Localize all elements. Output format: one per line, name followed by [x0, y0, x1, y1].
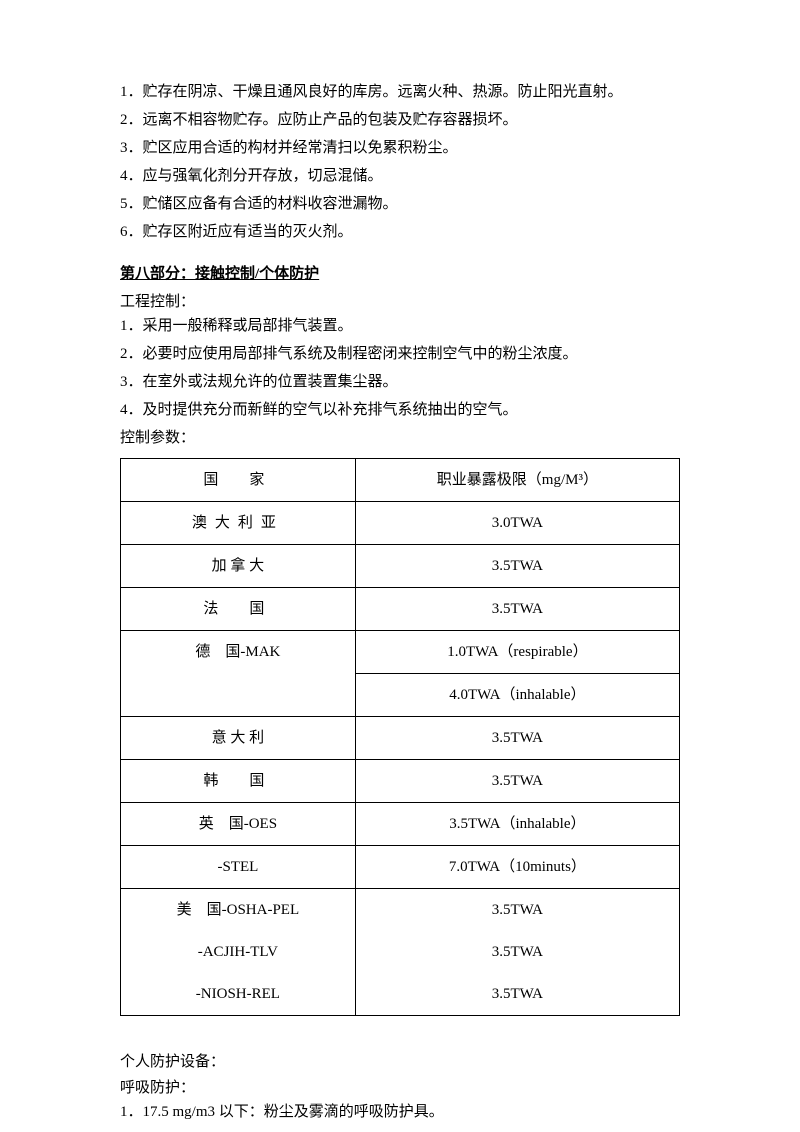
- value-cell: 7.0TWA（10minuts）: [355, 846, 679, 889]
- country-header: 国 家: [121, 459, 356, 502]
- country-cell: 美 国-OSHA-PEL: [121, 889, 356, 932]
- value-cell: 3.5TWA: [355, 588, 679, 631]
- section-8-title: 第八部分：接触控制/个体防护: [120, 262, 680, 286]
- eng-item: 3．在室外或法规允许的位置装置集尘器。: [120, 370, 680, 394]
- value-cell: 3.5TWA: [355, 760, 679, 803]
- storage-item: 3．贮区应用合适的构材并经常清扫以免累积粉尘。: [120, 136, 680, 160]
- country-cell: -STEL: [121, 846, 356, 889]
- country-cell: 加 拿 大: [121, 545, 356, 588]
- country-cell: 德 国-MAK: [121, 631, 356, 717]
- table-row: 加 拿 大 3.5TWA: [121, 545, 680, 588]
- storage-item: 2．远离不相容物贮存。应防止产品的包装及贮存容器损坏。: [120, 108, 680, 132]
- engineering-control-label: 工程控制：: [120, 290, 680, 314]
- eng-item: 1．采用一般稀释或局部排气装置。: [120, 314, 680, 338]
- value-cell: 3.5TWA: [355, 545, 679, 588]
- table-header-row: 国 家 职业暴露极限（mg/M³）: [121, 459, 680, 502]
- table-row: 韩 国 3.5TWA: [121, 760, 680, 803]
- storage-item: 1．贮存在阴凉、干燥且通风良好的库房。远离火种、热源。防止阳光直射。: [120, 80, 680, 104]
- country-cell: 韩 国: [121, 760, 356, 803]
- ppe-label: 个人防护设备：: [120, 1050, 680, 1074]
- value-cell: 3.5TWA: [355, 973, 679, 1016]
- country-cell: -NIOSH-REL: [121, 973, 356, 1016]
- value-cell: 3.5TWA（inhalable）: [355, 803, 679, 846]
- eng-item: 2．必要时应使用局部排气系统及制程密闭来控制空气中的粉尘浓度。: [120, 342, 680, 366]
- resp-item: 1．17.5 mg/m3 以下：粉尘及雾滴的呼吸防护具。: [120, 1100, 680, 1124]
- country-cell: 意 大 利: [121, 717, 356, 760]
- table-row: 法 国 3.5TWA: [121, 588, 680, 631]
- storage-item: 4．应与强氧化剂分开存放，切忌混储。: [120, 164, 680, 188]
- country-cell: -ACJIH-TLV: [121, 931, 356, 973]
- table-row: -ACJIH-TLV 3.5TWA: [121, 931, 680, 973]
- limit-header: 职业暴露极限（mg/M³）: [355, 459, 679, 502]
- country-cell: 法 国: [121, 588, 356, 631]
- value-cell: 3.5TWA: [355, 717, 679, 760]
- table-row: 德 国-MAK 1.0TWA（respirable）: [121, 631, 680, 674]
- exposure-limits-table: 国 家 职业暴露极限（mg/M³） 澳大利亚 3.0TWA 加 拿 大 3.5T…: [120, 458, 680, 1016]
- value-cell: 1.0TWA（respirable）: [355, 631, 679, 674]
- value-cell: 3.5TWA: [355, 931, 679, 973]
- value-cell: 3.5TWA: [355, 889, 679, 932]
- storage-item: 5．贮储区应备有合适的材料收容泄漏物。: [120, 192, 680, 216]
- table-row: -NIOSH-REL 3.5TWA: [121, 973, 680, 1016]
- table-row: 意 大 利 3.5TWA: [121, 717, 680, 760]
- table-row: 英 国-OES 3.5TWA（inhalable）: [121, 803, 680, 846]
- country-cell: 英 国-OES: [121, 803, 356, 846]
- table-row: 美 国-OSHA-PEL 3.5TWA: [121, 889, 680, 932]
- eng-item: 4．及时提供充分而新鲜的空气以补充排气系统抽出的空气。: [120, 398, 680, 422]
- value-cell: 3.0TWA: [355, 502, 679, 545]
- table-row: 澳大利亚 3.0TWA: [121, 502, 680, 545]
- table-row: -STEL 7.0TWA（10minuts）: [121, 846, 680, 889]
- respiratory-label: 呼吸防护：: [120, 1076, 680, 1100]
- country-cell: 澳大利亚: [121, 502, 356, 545]
- control-params-label: 控制参数：: [120, 426, 680, 450]
- storage-item: 6．贮存区附近应有适当的灭火剂。: [120, 220, 680, 244]
- storage-section: 1．贮存在阴凉、干燥且通风良好的库房。远离火种、热源。防止阳光直射。 2．远离不…: [120, 80, 680, 244]
- value-cell: 4.0TWA（inhalable）: [355, 674, 679, 717]
